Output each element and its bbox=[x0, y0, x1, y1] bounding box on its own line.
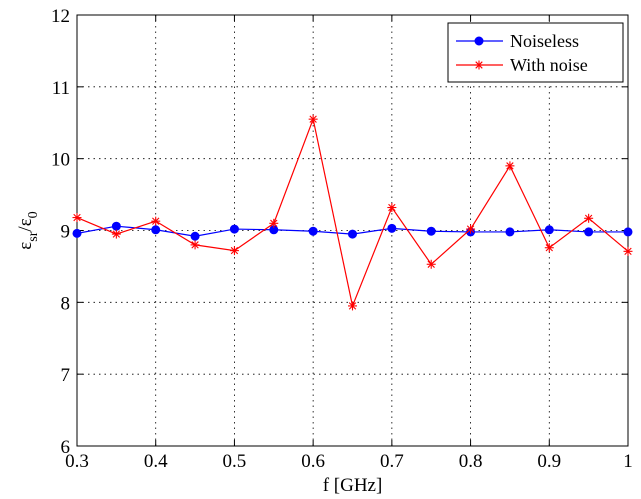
data-point-noiseless bbox=[308, 226, 318, 236]
x-tick-label: 0.9 bbox=[537, 451, 561, 472]
data-point-with-noise bbox=[308, 114, 318, 124]
data-point-with-noise bbox=[269, 218, 279, 228]
data-point-with-noise bbox=[72, 213, 82, 223]
x-axis-label: f [GHz] bbox=[323, 475, 383, 496]
data-point-noiseless bbox=[72, 228, 82, 238]
y-tick-label: 6 bbox=[61, 437, 71, 458]
data-point-noiseless bbox=[190, 231, 200, 241]
data-point-with-noise bbox=[466, 224, 476, 234]
x-tick-label: 0.7 bbox=[380, 451, 404, 472]
data-point-with-noise bbox=[584, 213, 594, 223]
data-point-with-noise bbox=[229, 246, 239, 256]
data-point-noiseless bbox=[584, 227, 594, 237]
data-point-with-noise bbox=[426, 259, 436, 269]
x-tick-label: 0.4 bbox=[144, 451, 168, 472]
y-tick-label: 12 bbox=[51, 6, 70, 27]
legend-marker-noiseless bbox=[474, 36, 484, 46]
y-axis-label-main: ε bbox=[15, 242, 36, 250]
data-point-with-noise bbox=[111, 229, 121, 239]
series-with-noise bbox=[72, 114, 633, 311]
y-axis-label-sep: /ε bbox=[15, 218, 36, 231]
data-point-with-noise bbox=[623, 246, 633, 256]
legend-box bbox=[447, 22, 624, 83]
y-tick-label: 10 bbox=[51, 150, 70, 171]
legend-label-noiseless: Noiseless bbox=[510, 31, 579, 51]
data-point-with-noise bbox=[190, 240, 200, 250]
data-point-noiseless bbox=[348, 229, 357, 239]
legend-item-noiseless: Noiseless bbox=[456, 31, 579, 51]
y-axis-label-sub2: 0 bbox=[26, 211, 41, 218]
y-axis-label-sub1: sr bbox=[26, 231, 41, 241]
y-tick-label: 7 bbox=[61, 365, 71, 386]
legend-marker-glyph bbox=[474, 60, 484, 70]
y-tick-label: 11 bbox=[52, 78, 70, 99]
legend-marker-glyph bbox=[474, 36, 484, 46]
y-tick-label: 8 bbox=[61, 293, 71, 314]
data-point-noiseless bbox=[387, 223, 397, 233]
x-tick-label: 0.6 bbox=[301, 451, 325, 472]
data-point-noiseless bbox=[544, 225, 554, 235]
data-point-noiseless bbox=[151, 225, 161, 235]
x-tick-label: 0.8 bbox=[459, 451, 483, 472]
data-point-noiseless bbox=[623, 227, 633, 237]
series-layer bbox=[72, 114, 633, 311]
x-tick-label: 0.5 bbox=[223, 451, 247, 472]
data-point-with-noise bbox=[151, 216, 161, 226]
data-point-with-noise bbox=[544, 243, 554, 253]
y-tick-label: 9 bbox=[61, 222, 71, 243]
data-point-noiseless bbox=[505, 227, 515, 237]
y-axis-label: εsr/ε0 bbox=[15, 211, 41, 249]
series-noiseless bbox=[72, 221, 633, 241]
legend: Noiseless With noise bbox=[447, 22, 624, 83]
series-line-with-noise bbox=[76, 117, 629, 308]
x-tick-labels: 0.3 0.4 0.5 0.6 0.7 0.8 0.9 1 bbox=[65, 451, 633, 472]
data-point-noiseless bbox=[229, 224, 239, 234]
x-tick-label: 1 bbox=[623, 451, 633, 472]
legend-marker-with-noise bbox=[474, 60, 484, 70]
legend-item-with-noise: With noise bbox=[456, 55, 588, 75]
data-point-noiseless bbox=[111, 221, 121, 231]
legend-label-with-noise: With noise bbox=[510, 55, 588, 75]
y-tick-labels: 6 7 8 9 10 11 12 bbox=[51, 6, 70, 458]
data-point-with-noise bbox=[505, 161, 515, 171]
data-point-noiseless bbox=[426, 226, 436, 236]
data-point-with-noise bbox=[348, 301, 357, 311]
data-point-with-noise bbox=[387, 203, 397, 213]
x-tick-label: 0.3 bbox=[65, 451, 89, 472]
